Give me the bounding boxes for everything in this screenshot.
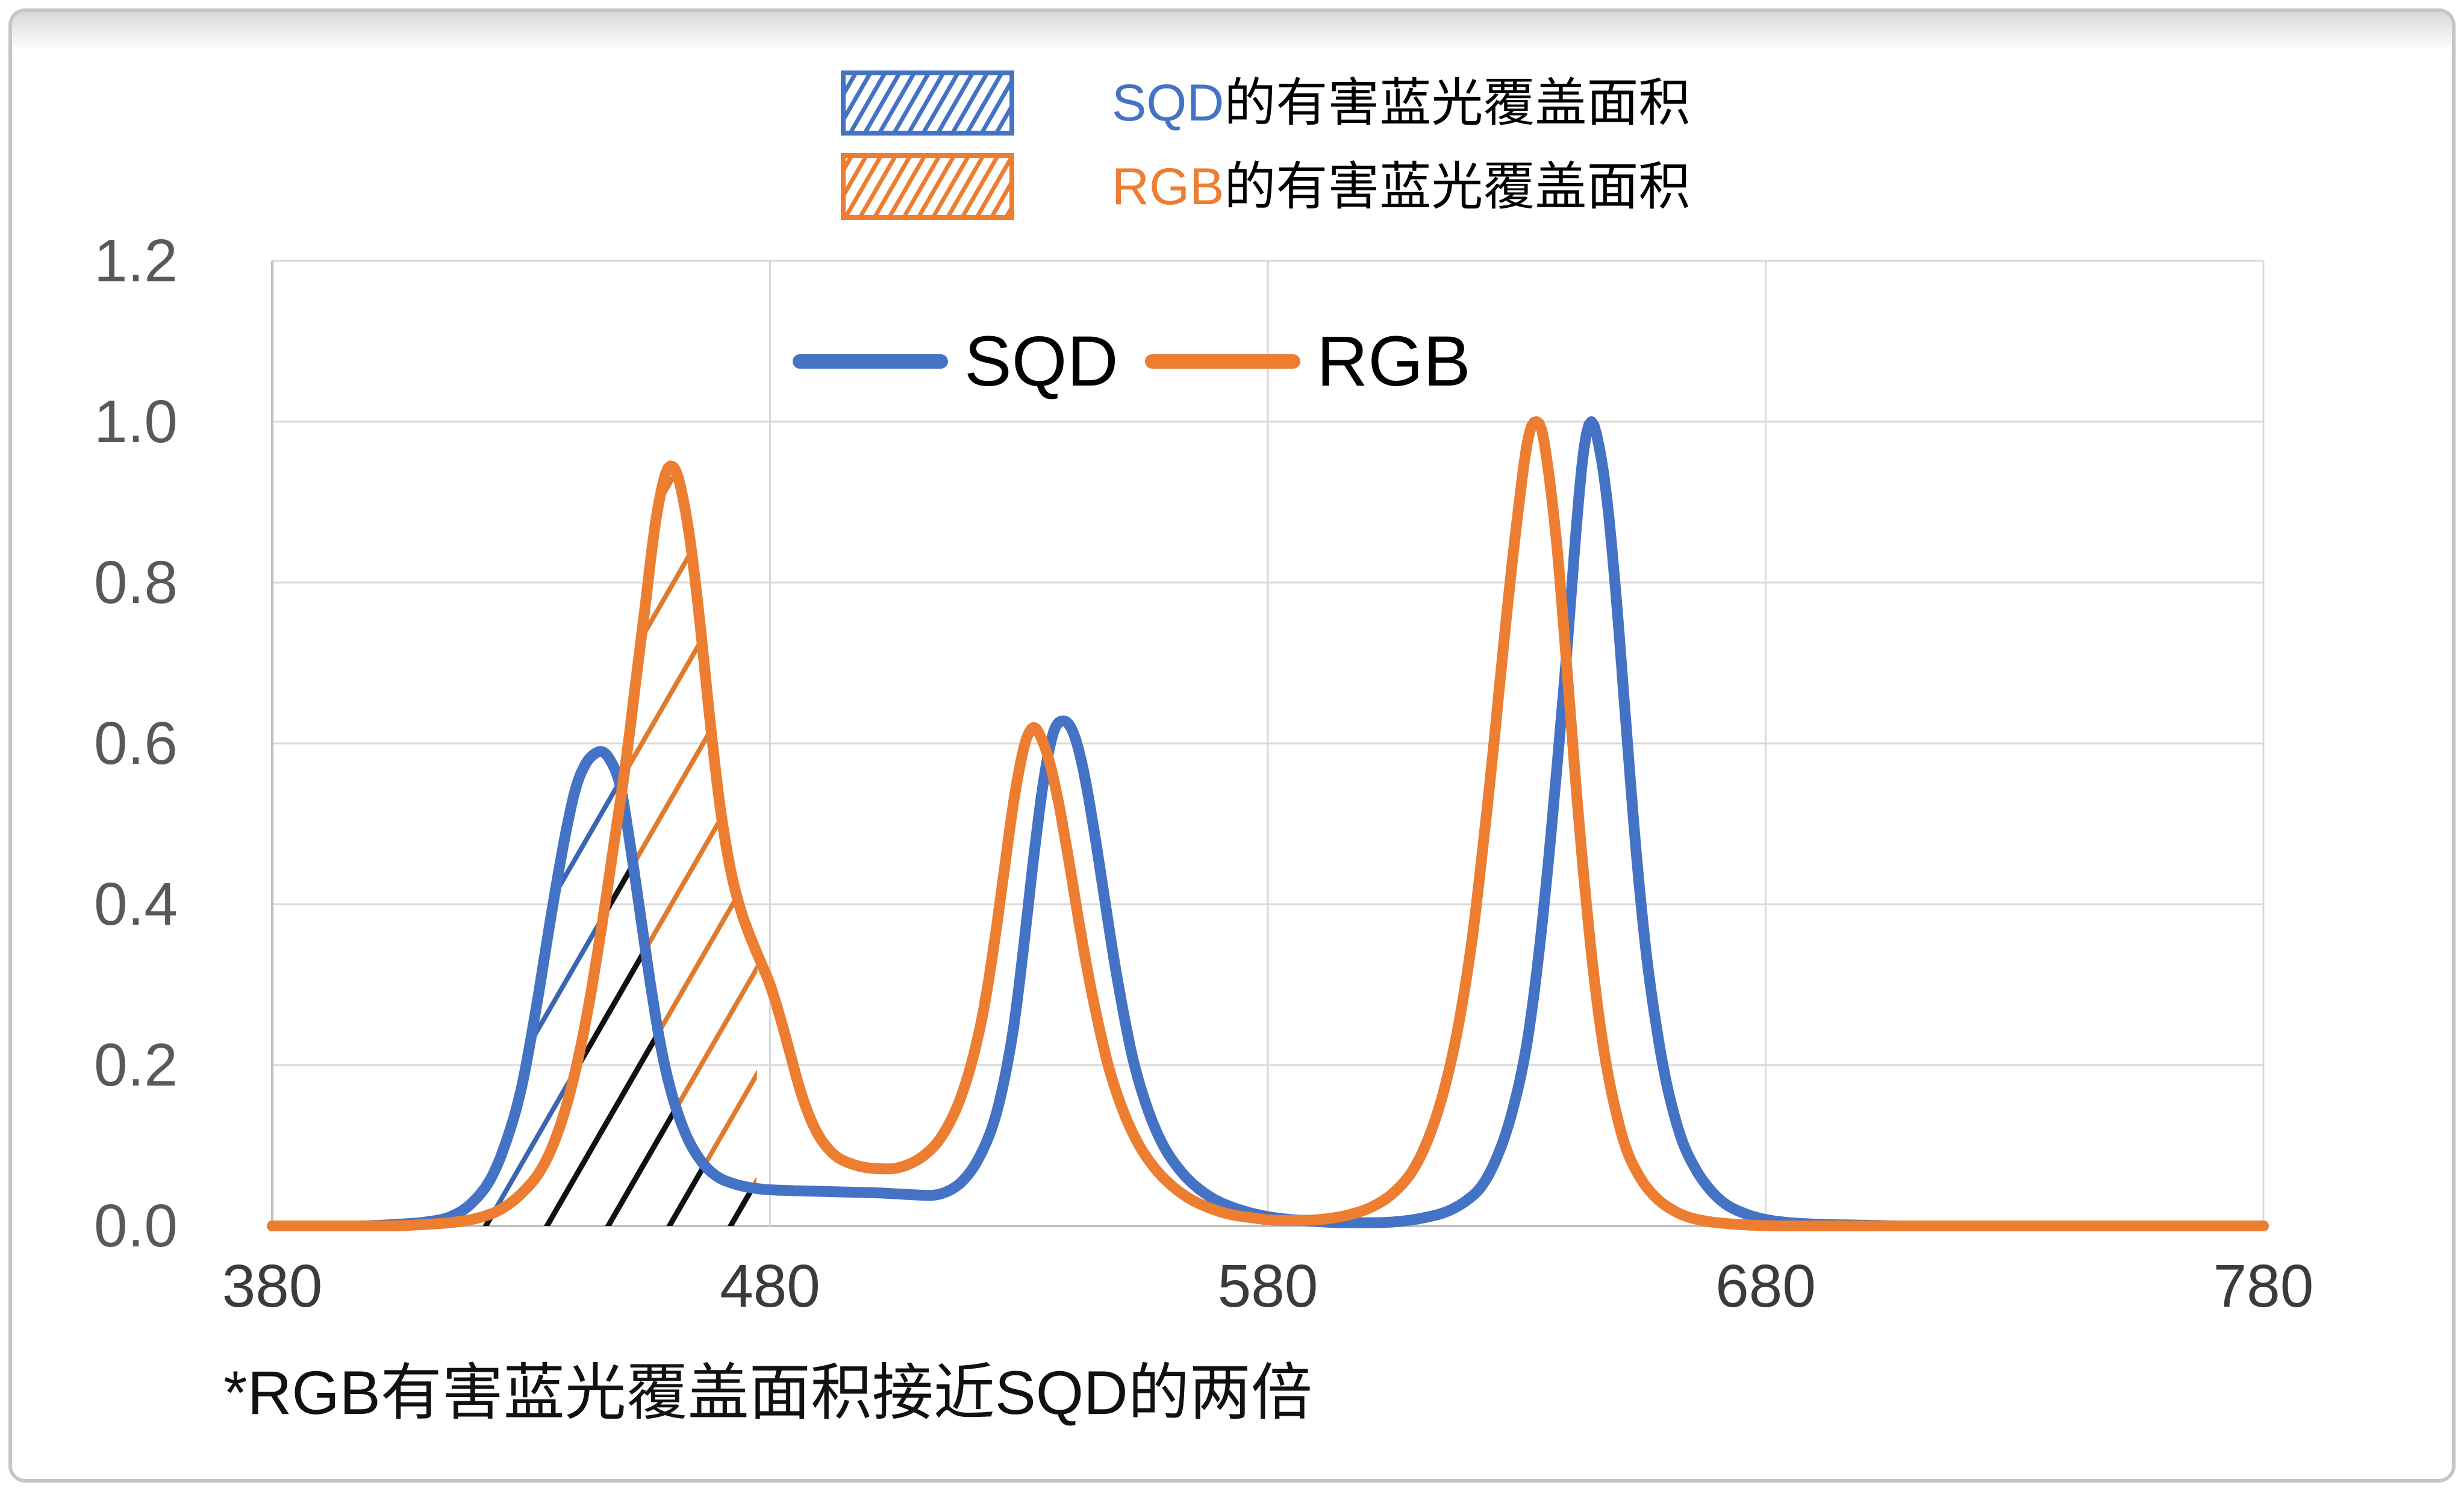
x-tick-label-380: 380: [222, 1252, 323, 1320]
x-tick-label-580: 580: [1218, 1252, 1318, 1320]
sqd-coverage-label-suffix: 的有害蓝光覆盖面积: [1224, 74, 1690, 132]
x-tick-label-680: 680: [1715, 1252, 1816, 1320]
harmful-blue-light-hatch-regions: [422, 466, 758, 1226]
legend-item-rgb-coverage: RGB的有害蓝光覆盖面积: [841, 153, 1690, 220]
rgb-coverage-label-suffix: 的有害蓝光覆盖面积: [1224, 158, 1690, 216]
x-tick-label-480: 480: [720, 1252, 820, 1320]
sqd-coverage-label: SQD的有害蓝光覆盖面积: [1112, 74, 1690, 132]
y-tick-label-0.4: 0.4: [94, 871, 178, 938]
y-tick-label-1.0: 1.0: [94, 388, 178, 455]
legend-item-sqd-coverage: SQD的有害蓝光覆盖面积: [841, 70, 1690, 136]
y-tick-label-0.6: 0.6: [94, 710, 178, 777]
series-legend: SQD RGB: [793, 322, 1471, 401]
y-tick-label-0.8: 0.8: [94, 549, 178, 616]
rgb-coverage-label: RGB的有害蓝光覆盖面积: [1112, 158, 1690, 216]
spectral-curves: [267, 416, 2269, 1231]
footnote: *RGB有害蓝光覆盖面积接近SQD的两倍: [223, 1358, 1312, 1427]
sqd-coverage-label-prefix: SQD: [1112, 74, 1224, 132]
axis-tick-labels: 380 480 580 680 780 0.0 0.2 0.4 0.6 0.8 1.0 1.2: [94, 227, 2313, 1320]
y-tick-label-0.2: 0.2: [94, 1031, 178, 1099]
rgb-curve: [267, 416, 2269, 1231]
gridlines: [271, 260, 2265, 1227]
y-tick-label-1.2: 1.2: [94, 227, 178, 295]
sqd-series-label: SQD: [964, 322, 1118, 401]
coverage-legend: SQD的有害蓝光覆盖面积 RGB的有害蓝光覆盖面积: [841, 70, 1690, 220]
sqd-hatch-swatch-icon: [841, 70, 1014, 136]
top-sheen: [12, 12, 2452, 51]
y-tick-label-0.0: 0.0: [94, 1192, 178, 1260]
hatch-area-sqd: [422, 751, 622, 1225]
rgb-series-label: RGB: [1317, 322, 1471, 401]
rgb-coverage-label-prefix: RGB: [1112, 158, 1224, 216]
x-tick-label-780: 780: [2213, 1252, 2314, 1320]
screenshot-frame: [8, 8, 2456, 1483]
rgb-hatch-swatch-icon: [841, 153, 1014, 220]
